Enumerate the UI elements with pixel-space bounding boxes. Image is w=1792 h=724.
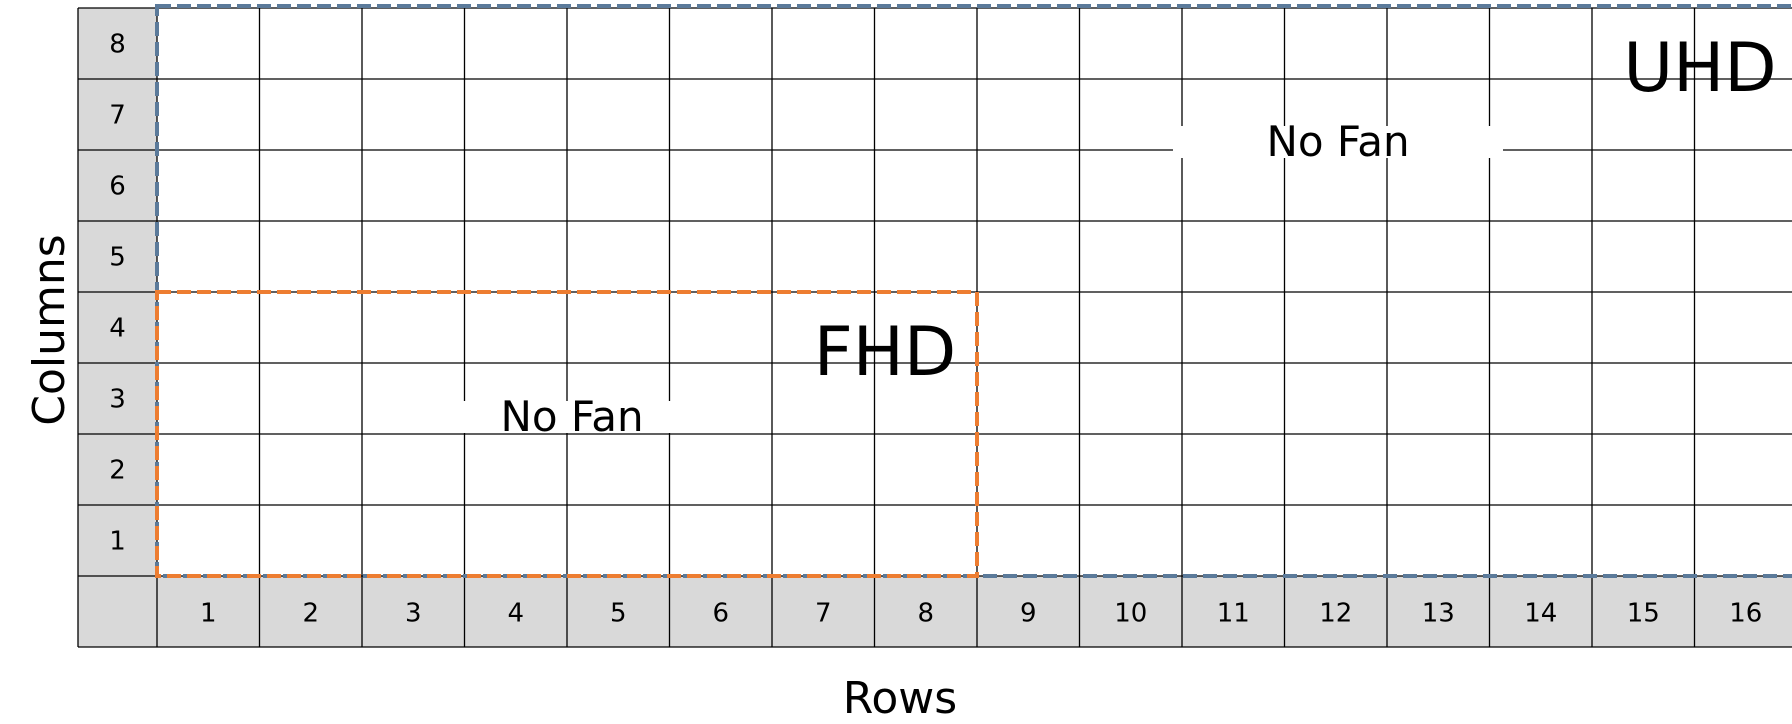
column-number-label: 6 xyxy=(109,172,126,202)
row-number-label: 1 xyxy=(200,599,217,629)
column-number-label: 5 xyxy=(109,243,126,273)
uhd-region-title: UHD xyxy=(1623,29,1776,108)
fhd-region-title: FHD xyxy=(814,313,957,392)
column-number-label: 7 xyxy=(109,101,126,131)
row-number-label: 11 xyxy=(1217,599,1250,629)
row-number-label: 13 xyxy=(1422,599,1455,629)
row-number-label: 14 xyxy=(1524,599,1557,629)
row-number-label: 15 xyxy=(1627,599,1660,629)
x-axis-title: Rows xyxy=(842,673,958,724)
column-number-label: 3 xyxy=(109,385,126,415)
row-number-label: 16 xyxy=(1729,599,1762,629)
row-number-label: 4 xyxy=(507,599,524,629)
uhd-no-fan-label: No Fan xyxy=(1266,117,1409,166)
fhd-region-border xyxy=(155,290,979,578)
row-number-label: 9 xyxy=(1020,599,1037,629)
row-number-label: 3 xyxy=(405,599,422,629)
fhd-no-fan-box xyxy=(407,401,737,433)
column-number-label: 4 xyxy=(109,314,126,344)
column-number-label: 1 xyxy=(109,527,126,557)
row-number-label: 6 xyxy=(712,599,729,629)
row-number-label: 7 xyxy=(815,599,832,629)
fhd-no-fan-label: No Fan xyxy=(500,392,643,441)
column-number-label: 2 xyxy=(109,456,126,486)
uhd-no-fan-box xyxy=(1173,126,1503,158)
row-header-band xyxy=(157,576,1792,647)
row-number-label: 10 xyxy=(1114,599,1147,629)
column-header-band xyxy=(78,8,157,647)
column-number-label: 8 xyxy=(109,30,126,60)
y-axis-title: Columns xyxy=(24,234,75,426)
row-number-label: 2 xyxy=(302,599,319,629)
row-number-label: 5 xyxy=(610,599,627,629)
row-number-label: 8 xyxy=(917,599,934,629)
row-number-label: 12 xyxy=(1319,599,1352,629)
